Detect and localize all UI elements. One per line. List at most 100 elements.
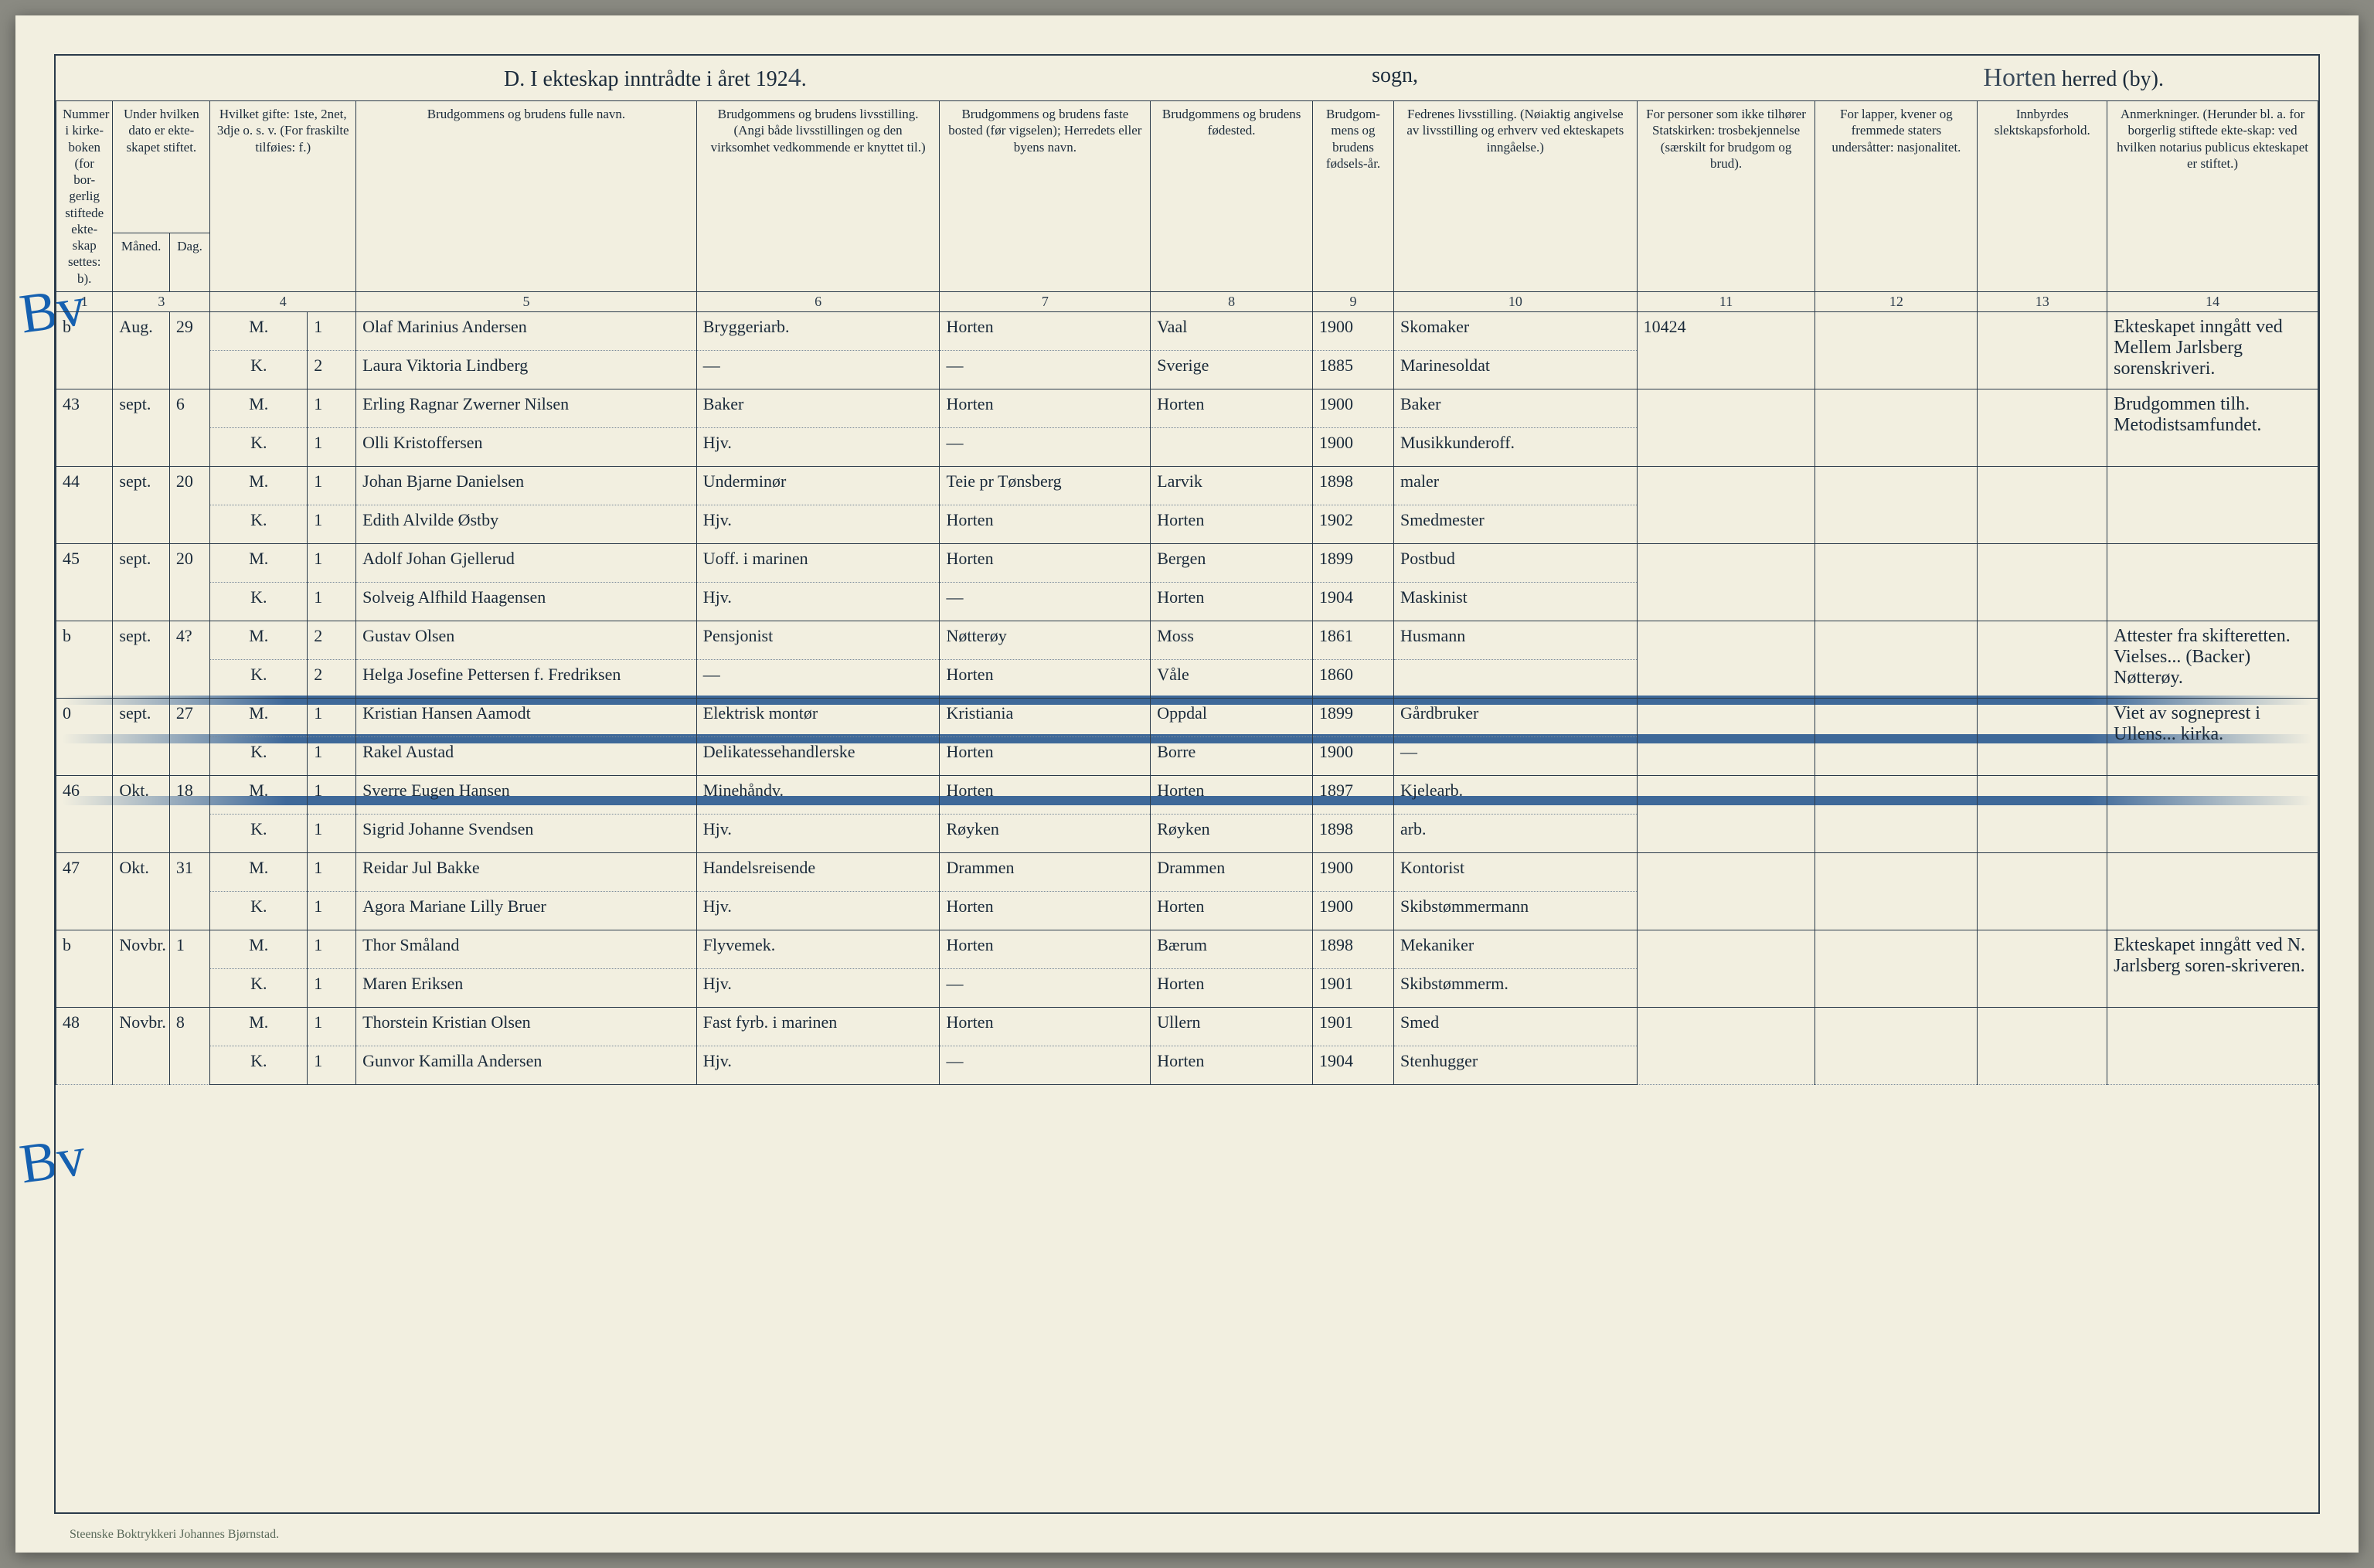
cell-kin (1978, 775, 2107, 852)
cell-year: 1902 (1313, 505, 1394, 543)
cell-gifte: 1 (308, 427, 356, 466)
cell-nat (1815, 698, 1978, 775)
cell-year: 1861 (1313, 621, 1394, 659)
colnum: 10 (1393, 291, 1637, 311)
table-row-groom: 47Okt.31M.1Reidar Jul BakkeHandelsreisen… (56, 852, 2318, 891)
cell-occ: — (696, 659, 940, 698)
cell-father: Musikkunderoff. (1393, 427, 1637, 466)
cell-mk: K. (210, 736, 308, 775)
cell-occ: Hjv. (696, 505, 940, 543)
cell-name: Rakel Austad (356, 736, 697, 775)
cell-note (2107, 852, 2318, 930)
cell-kin (1978, 311, 2107, 389)
cell-kin (1978, 852, 2107, 930)
cell-father: arb. (1393, 814, 1637, 852)
cell-res: Drammen (940, 852, 1151, 891)
cell-birth: Vaal (1151, 311, 1313, 350)
table-row-groom: bNovbr.1M.1Thor SmålandFlyvemek.HortenBæ… (56, 930, 2318, 968)
cell-mk: M. (210, 775, 308, 814)
cell-nat (1815, 1007, 1978, 1084)
cell-father: Marinesoldat (1393, 350, 1637, 389)
cell-nat (1815, 930, 1978, 1007)
cell-month: Novbr. (113, 930, 169, 1007)
cell-year: 1904 (1313, 1046, 1394, 1084)
cell-day: 4? (169, 621, 209, 698)
cell-year: 1898 (1313, 466, 1394, 505)
cell-note (2107, 543, 2318, 621)
cell-occ: Bryggeriarb. (696, 311, 940, 350)
cell-birth: Drammen (1151, 852, 1313, 891)
cell-faith (1637, 775, 1815, 852)
cell-mk: K. (210, 891, 308, 930)
cell-birth: Horten (1151, 582, 1313, 621)
cell-res: — (940, 968, 1151, 1007)
cell-father: Gårdbruker (1393, 698, 1637, 736)
cell-father: Skibstømmermann (1393, 891, 1637, 930)
cell-num: 47 (56, 852, 113, 930)
cell-birth: Oppdal (1151, 698, 1313, 736)
cell-kin (1978, 698, 2107, 775)
colnum: 13 (1978, 291, 2107, 311)
cell-res: Nøtterøy (940, 621, 1151, 659)
cell-mk: M. (210, 311, 308, 350)
cell-gifte: 2 (308, 659, 356, 698)
cell-father: Maskinist (1393, 582, 1637, 621)
cell-mk: M. (210, 852, 308, 891)
cell-nat (1815, 775, 1978, 852)
cell-gifte: 1 (308, 1007, 356, 1046)
cell-kin (1978, 930, 2107, 1007)
cell-birth: Horten (1151, 775, 1313, 814)
cell-birth: Bærum (1151, 930, 1313, 968)
cell-num: 43 (56, 389, 113, 466)
cell-mk: K. (210, 1046, 308, 1084)
cell-father: Baker (1393, 389, 1637, 427)
cell-mk: M. (210, 466, 308, 505)
cell-day: 8 (169, 1007, 209, 1084)
cell-birth: Moss (1151, 621, 1313, 659)
cell-res: Horten (940, 736, 1151, 775)
cell-occ: Baker (696, 389, 940, 427)
cell-faith (1637, 466, 1815, 543)
cell-year: 1898 (1313, 814, 1394, 852)
cell-mk: K. (210, 427, 308, 466)
cell-gifte: 2 (308, 621, 356, 659)
table-row-groom: 43sept.6M.1Erling Ragnar Zwerner NilsenB… (56, 389, 2318, 427)
cell-birth: Horten (1151, 1046, 1313, 1084)
colnum: 5 (356, 291, 697, 311)
cell-nat (1815, 543, 1978, 621)
cell-res: — (940, 582, 1151, 621)
cell-year: 1897 (1313, 775, 1394, 814)
hdr-date: Under hvilken dato er ekte-skapet stifte… (113, 101, 210, 233)
cell-month: sept. (113, 389, 169, 466)
cell-faith (1637, 852, 1815, 930)
cell-birth: Larvik (1151, 466, 1313, 505)
cell-res: Horten (940, 1007, 1151, 1046)
cell-faith (1637, 621, 1815, 698)
cell-month: Aug. (113, 311, 169, 389)
colnum: 3 (113, 291, 210, 311)
table-row-groom: 0sept.27M.1Kristian Hansen AamodtElektri… (56, 698, 2318, 736)
cell-name: Reidar Jul Bakke (356, 852, 697, 891)
cell-birth: Horten (1151, 891, 1313, 930)
cell-day: 18 (169, 775, 209, 852)
cell-name: Olli Kristoffersen (356, 427, 697, 466)
cell-father: Smedmester (1393, 505, 1637, 543)
cell-gifte: 1 (308, 930, 356, 968)
cell-mk: K. (210, 505, 308, 543)
cell-faith (1637, 930, 1815, 1007)
cell-name: Solveig Alfhild Haagensen (356, 582, 697, 621)
cell-day: 6 (169, 389, 209, 466)
cell-birth: Røyken (1151, 814, 1313, 852)
cell-year: 1899 (1313, 698, 1394, 736)
cell-mk: M. (210, 930, 308, 968)
cell-birth: Sverige (1151, 350, 1313, 389)
cell-num: 46 (56, 775, 113, 852)
cell-occ: Flyvemek. (696, 930, 940, 968)
cell-faith (1637, 389, 1815, 466)
cell-day: 1 (169, 930, 209, 1007)
cell-mk: M. (210, 698, 308, 736)
cell-occ: Hjv. (696, 582, 940, 621)
cell-name: Erling Ragnar Zwerner Nilsen (356, 389, 697, 427)
printer-footer: Steenske Boktrykkeri Johannes Bjørnstad. (70, 1528, 279, 1542)
cell-gifte: 1 (308, 698, 356, 736)
